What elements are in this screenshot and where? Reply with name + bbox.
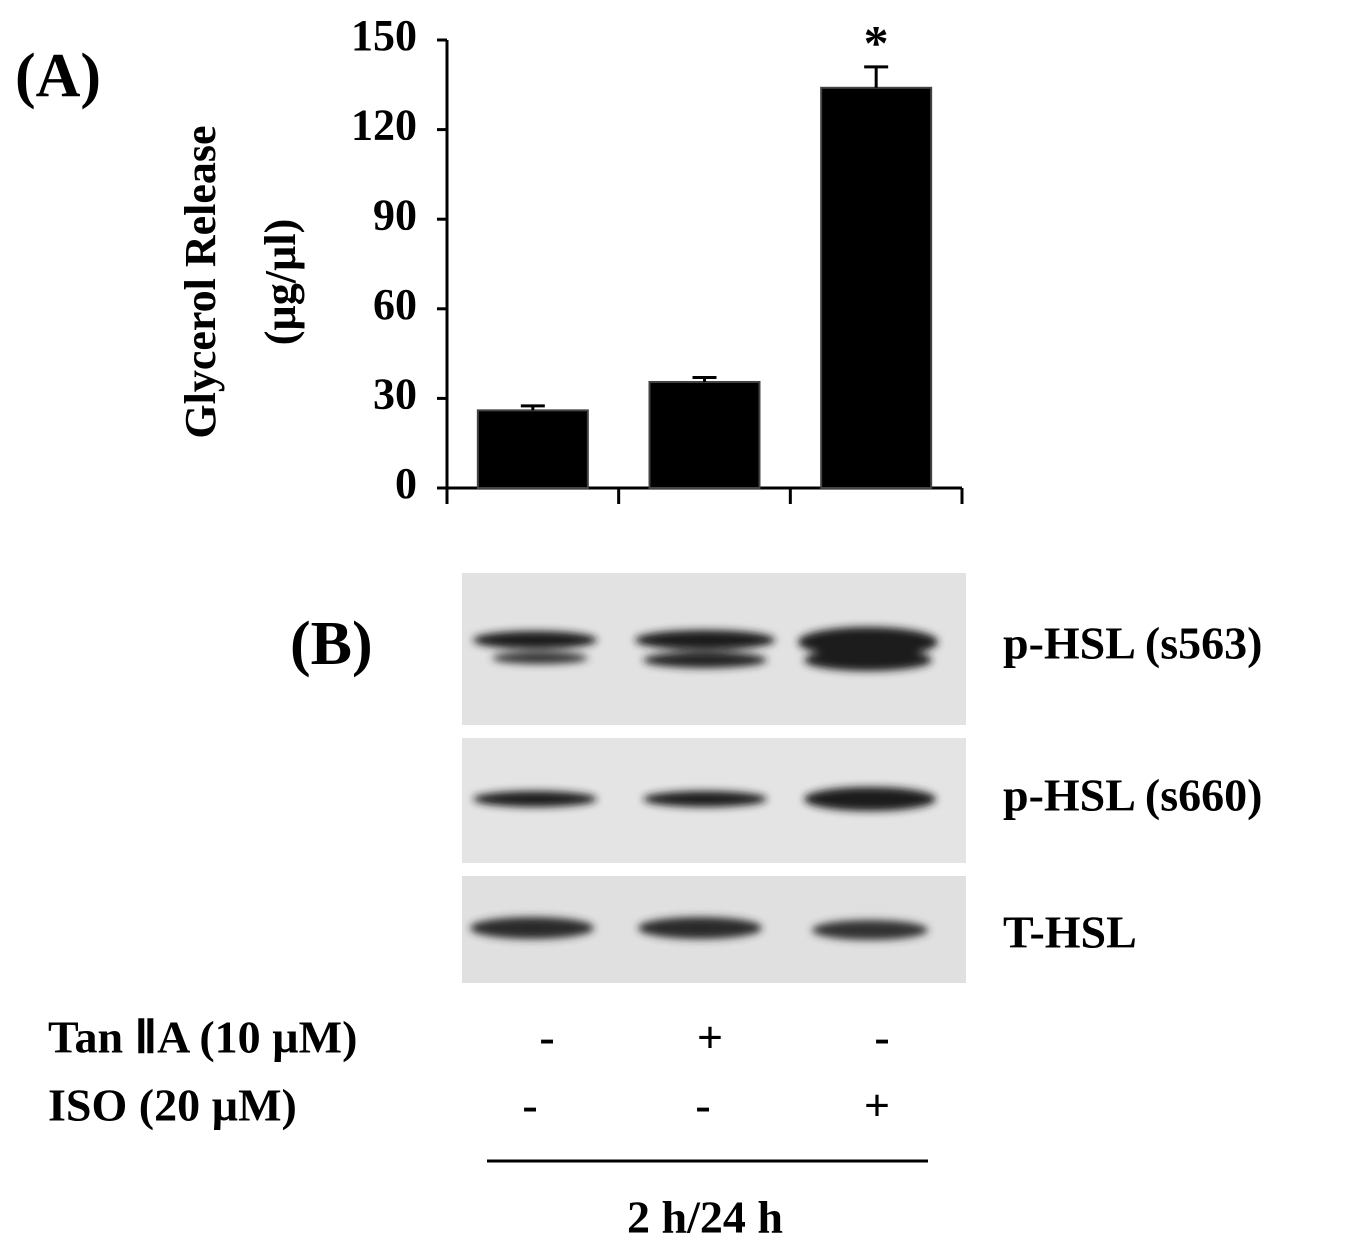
treatment-label: ISO (20 µM): [48, 1080, 297, 1131]
y-tick-label: 0: [395, 459, 417, 508]
y-tick-label: 90: [373, 190, 417, 239]
treatment-sign: -: [695, 1080, 710, 1131]
blot-label: p-HSL (s660): [1003, 770, 1262, 821]
significance-marker: *: [864, 14, 889, 70]
y-tick-label: 120: [351, 101, 417, 150]
error-bar: [864, 65, 889, 88]
blot-label: p-HSL (s563): [1003, 618, 1262, 669]
bar: [820, 86, 933, 490]
error-bar: [692, 375, 717, 382]
y-axis-title: Glycerol Release (µg/µl): [176, 125, 305, 438]
y-axis-title-line: (µg/µl): [256, 219, 305, 345]
error-bar: [520, 404, 545, 411]
treatment-sign: +: [864, 1080, 890, 1131]
blot-label: T-HSL: [1003, 907, 1137, 958]
panel-label: (B): [290, 610, 373, 678]
treatment-sign: -: [874, 1012, 889, 1063]
y-tick-label: 30: [373, 369, 417, 418]
time-label: 2 h/24 h: [627, 1192, 783, 1243]
treatment-label: Tan ⅡA (10 µM): [48, 1012, 357, 1063]
western-blot: [462, 573, 966, 983]
y-tick-label: 150: [351, 11, 417, 60]
blot-bands: [470, 627, 938, 940]
y-axis-title-line: Glycerol Release: [176, 125, 225, 438]
bar: [648, 380, 761, 489]
treatment-sign: +: [697, 1012, 723, 1063]
panel-label: (A): [15, 42, 101, 110]
y-tick-label: 60: [373, 280, 417, 329]
bar: [476, 409, 589, 490]
treatment-sign: -: [522, 1080, 537, 1131]
treatment-sign: -: [539, 1012, 554, 1063]
